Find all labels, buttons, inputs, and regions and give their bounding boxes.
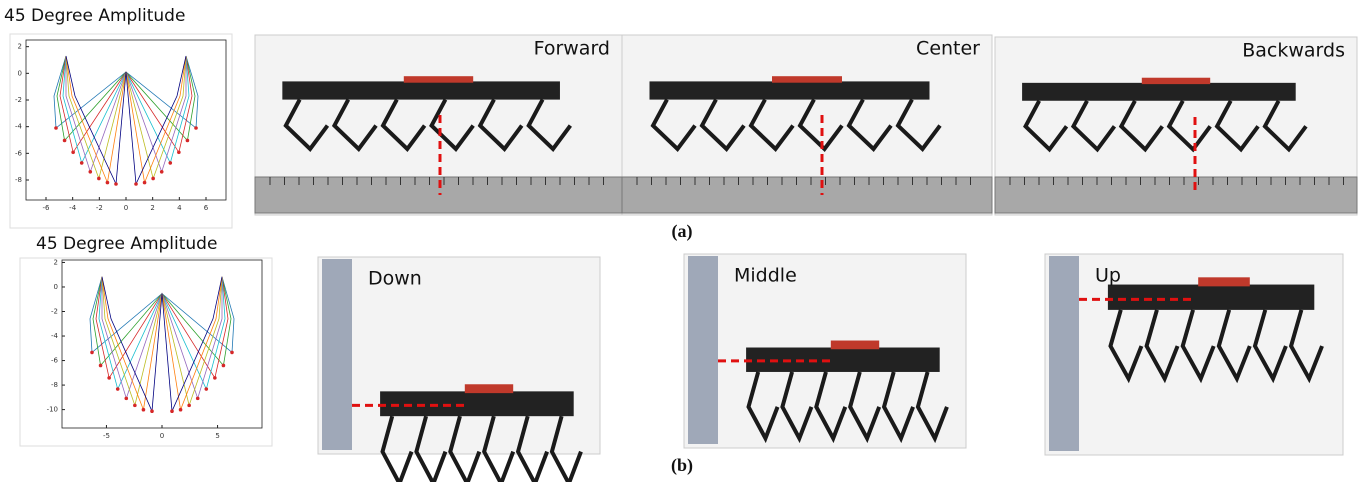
plot-title: 45 Degree Amplitude <box>36 234 217 254</box>
foot-point <box>186 139 190 143</box>
ruler <box>688 256 718 444</box>
photo-label: Middle <box>734 265 797 287</box>
robot-battery <box>831 341 879 350</box>
foot-point <box>71 150 75 154</box>
x-tick-label: -2 <box>96 204 103 212</box>
robot-body <box>282 81 560 99</box>
foot-point <box>143 181 147 185</box>
foot-point <box>133 404 137 408</box>
y-tick-label: -4 <box>51 332 59 340</box>
photo: Forward <box>255 35 622 215</box>
photo-label: Center <box>916 38 980 60</box>
foot-point <box>150 409 154 413</box>
ruler <box>622 177 992 213</box>
x-tick-label: 6 <box>204 204 209 212</box>
robot-battery <box>404 76 473 83</box>
photo: Down <box>318 257 600 482</box>
foot-point <box>54 126 58 130</box>
y-tick-label: -2 <box>51 308 58 316</box>
plot-title: 45 Degree Amplitude <box>4 6 185 26</box>
foot-point <box>97 177 101 181</box>
foot-point <box>168 161 172 165</box>
y-tick-label: -8 <box>51 381 58 389</box>
ruler <box>1049 256 1079 451</box>
figure: 45 Degree Amplitude 45 Degree Amplitude … <box>0 0 1363 482</box>
robot-battery <box>1198 277 1250 286</box>
photo-label: Backwards <box>1242 40 1345 62</box>
y-tick-label: 2 <box>18 43 22 51</box>
y-tick-label: -4 <box>15 123 23 131</box>
x-tick-label: 4 <box>177 204 182 212</box>
foot-point <box>194 126 198 130</box>
photo-label: Down <box>368 268 422 290</box>
foot-point <box>179 408 183 412</box>
x-tick-label: 2 <box>150 204 154 212</box>
foot-point <box>160 170 164 174</box>
foot-point <box>116 387 120 391</box>
robot-battery <box>465 384 513 393</box>
y-tick-label: -10 <box>47 406 58 414</box>
x-tick-label: 0 <box>124 204 128 212</box>
foot-point <box>88 170 92 174</box>
foot-point <box>142 408 146 412</box>
y-tick-label: 0 <box>54 283 58 291</box>
foot-point <box>80 161 84 165</box>
robot-battery <box>772 76 842 83</box>
photo: Center <box>622 35 992 215</box>
x-tick-label: 5 <box>215 432 219 440</box>
robot-body <box>1022 83 1296 101</box>
y-tick-label: 2 <box>54 258 58 266</box>
foot-point <box>63 139 67 143</box>
x-tick-label: -4 <box>69 204 77 212</box>
photo-label: Up <box>1095 265 1121 287</box>
photo: Backwards <box>995 37 1357 215</box>
y-tick-label: 0 <box>18 69 22 77</box>
photo: Up <box>1045 254 1343 455</box>
ruler <box>995 177 1357 213</box>
foot-point <box>213 376 217 380</box>
photo-label: Forward <box>534 38 610 60</box>
y-tick-label: -6 <box>15 149 23 157</box>
foot-point <box>124 397 128 401</box>
foot-point <box>204 387 208 391</box>
foot-point <box>170 409 174 413</box>
foot-point <box>99 364 103 368</box>
caption: (a) <box>672 221 693 242</box>
foot-point <box>90 351 94 355</box>
foot-point <box>196 397 200 401</box>
foot-point <box>222 364 226 368</box>
foot-point <box>230 351 234 355</box>
robot-body <box>650 81 930 99</box>
foot-point <box>107 376 111 380</box>
caption: (b) <box>671 455 693 476</box>
y-tick-label: -8 <box>15 176 22 184</box>
foot-point <box>151 177 155 181</box>
x-tick-label: 0 <box>160 432 164 440</box>
foot-point <box>106 181 110 185</box>
foot-point <box>134 182 138 186</box>
y-tick-label: -6 <box>51 357 59 365</box>
robot-battery <box>1142 78 1210 84</box>
photo: Middle <box>684 254 966 448</box>
foot-point <box>177 150 181 154</box>
y-tick-label: -2 <box>15 96 22 104</box>
x-tick-label: -5 <box>103 432 110 440</box>
robot-body <box>380 391 574 416</box>
x-tick-label: -6 <box>43 204 51 212</box>
robot-body <box>1108 285 1314 310</box>
photo-bg <box>1045 254 1343 455</box>
ruler <box>322 259 352 450</box>
foot-point <box>114 182 118 186</box>
foot-point <box>187 404 191 408</box>
